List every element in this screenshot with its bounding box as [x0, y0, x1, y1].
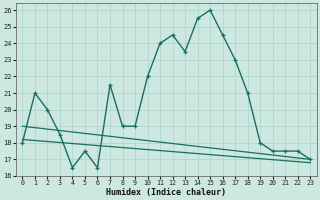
X-axis label: Humidex (Indice chaleur): Humidex (Indice chaleur) — [106, 188, 226, 197]
